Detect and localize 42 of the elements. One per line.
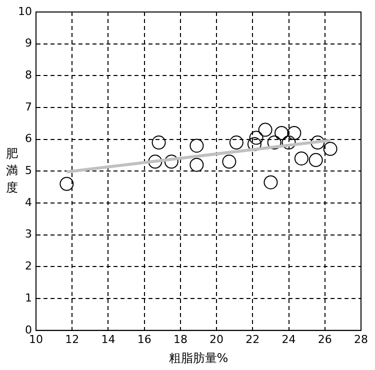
point	[258, 122, 272, 137]
y-tick-label: 3	[24, 228, 32, 241]
point	[148, 154, 162, 169]
x-tick-label: 12	[65, 332, 80, 346]
point	[164, 154, 178, 169]
x-tick-label: 20	[210, 332, 224, 346]
point	[222, 154, 236, 169]
point	[247, 137, 262, 152]
x-tick-label: 22	[246, 332, 260, 346]
x-tick-label: 18	[173, 332, 188, 346]
x-tick-label: 14	[101, 332, 116, 346]
y-tick-label: 6	[24, 132, 32, 146]
x-tick-label: 16	[137, 332, 152, 346]
point	[267, 136, 282, 150]
point	[190, 158, 204, 172]
point	[152, 136, 166, 150]
point	[294, 151, 308, 166]
y-tick-label: 7	[24, 100, 32, 114]
y-axis-title: 肥満度	[6, 146, 18, 194]
x-axis-title: 粗脂肪量%	[168, 350, 228, 365]
point	[274, 126, 289, 140]
y-tick-label: 0	[24, 323, 32, 336]
y-tick-label: 2	[24, 260, 32, 273]
point	[310, 136, 325, 150]
y-tick-label: 1	[24, 291, 32, 304]
point	[264, 175, 278, 190]
y-tick-label: 10	[18, 4, 32, 18]
point	[190, 138, 204, 153]
x-tick-label: 26	[318, 332, 332, 346]
point	[323, 142, 338, 156]
y-tick-label: 9	[24, 36, 32, 50]
y-tick-label: 8	[24, 68, 32, 82]
point	[249, 130, 264, 145]
point	[308, 153, 323, 168]
x-tick-label: 28	[354, 332, 368, 346]
x-tick-label: 24	[282, 332, 296, 346]
point	[282, 136, 296, 150]
y-tick-label: 5	[24, 164, 32, 178]
point	[60, 176, 74, 191]
point	[229, 136, 244, 150]
y-tick-label: 4	[24, 196, 32, 209]
point	[287, 126, 302, 140]
